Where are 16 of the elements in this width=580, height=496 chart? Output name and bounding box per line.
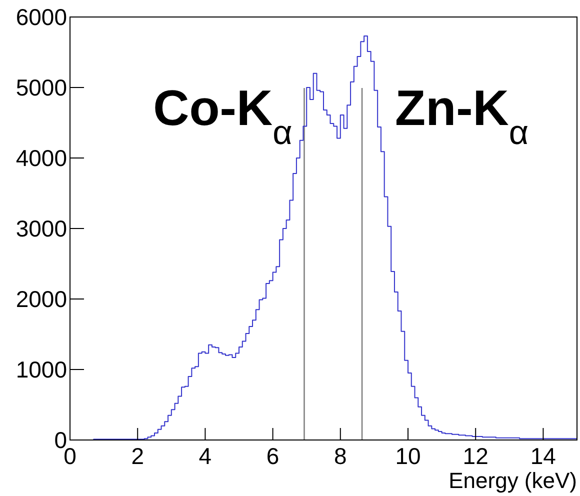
y-tick-label: 6000	[16, 4, 67, 30]
x-axis-title: Energy (keV)	[448, 468, 577, 493]
x-tick-label: 8	[334, 443, 347, 469]
y-tick-label: 4000	[16, 145, 67, 171]
x-tick-label: 2	[131, 443, 144, 469]
x-tick-label: 12	[462, 443, 488, 469]
y-tick-label: 1000	[16, 356, 67, 382]
y-tick-label: 5000	[16, 74, 67, 100]
x-tick-label: 14	[530, 443, 556, 469]
x-tick-label: 10	[395, 443, 421, 469]
y-tick-label: 2000	[16, 286, 67, 312]
x-tick-label: 4	[198, 443, 212, 469]
y-tick-label: 3000	[16, 216, 67, 242]
ref-line-label: Zn-K$_{α}$	[395, 80, 529, 152]
x-tick-label: 6	[266, 443, 280, 469]
ref-line-label: Co-K$_{α}$	[153, 80, 292, 152]
